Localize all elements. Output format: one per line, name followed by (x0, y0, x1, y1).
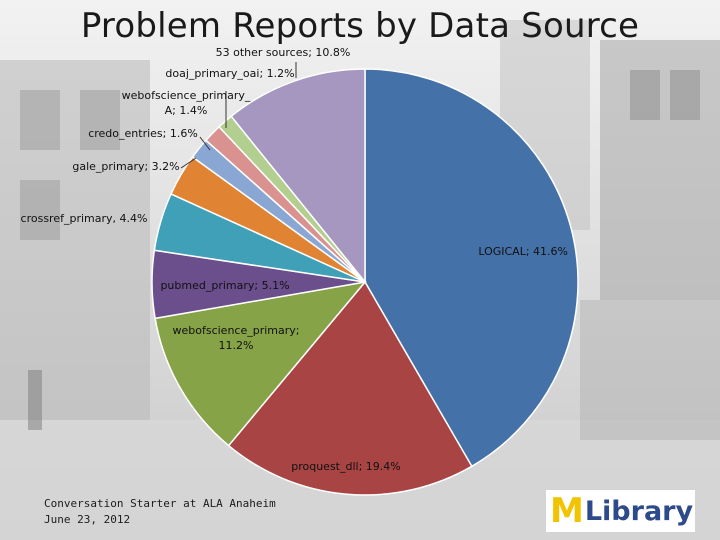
slice-label-webofscience-primary-a: webofscience_primary_ A; 1.4% (122, 89, 251, 117)
leader-line (199, 136, 211, 151)
slice-label-pubmed-primary: pubmed_primary; 5.1% (160, 279, 289, 292)
slice-label-proquest-dll: proquest_dll; 19.4% (291, 460, 401, 473)
footer-note: Conversation Starter at ALA Anaheim June… (44, 496, 276, 528)
pie-slice-proquest-dll (227, 280, 473, 496)
slice-label-webofscience-primary: webofscience_primary; 11.2% (173, 324, 300, 352)
slice-label-53-other-sources: 53 other sources; 10.8% (216, 46, 351, 59)
leader-line (180, 157, 197, 169)
pie-slice-logical (364, 68, 579, 468)
chart-title: Problem Reports by Data Source (80, 6, 640, 46)
footer-line-1: Conversation Starter at ALA Anaheim (44, 497, 276, 510)
slice-label-logical: LOGICAL; 41.6% (478, 245, 568, 258)
slice-label-gale-primary: gale_primary; 3.2% (72, 160, 179, 173)
logo-text: Library (584, 495, 694, 527)
slice-label-credo-entries: credo_entries; 1.6% (88, 127, 198, 140)
slice-label-doaj-primary-oai: doaj_primary_oai; 1.2% (165, 67, 294, 80)
footer-line-2: June 23, 2012 (44, 513, 131, 526)
pie-slice-webofscience-primary (154, 280, 367, 447)
library-logo: M Library (546, 490, 695, 532)
slice-label-crossref-primary: crossref_primary, 4.4% (21, 212, 148, 225)
logo-mark: M (550, 491, 584, 531)
pie-slice-53-other-sources (230, 68, 366, 285)
